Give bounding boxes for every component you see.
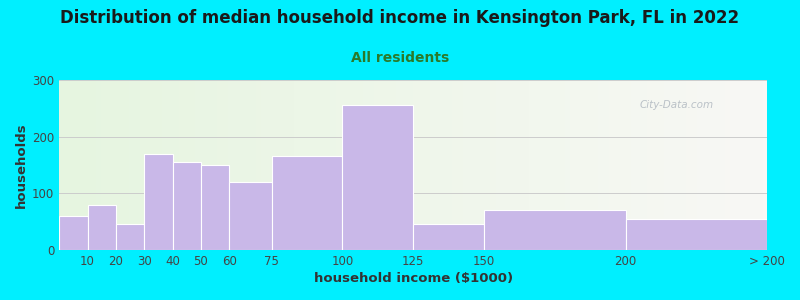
Bar — [201, 165, 229, 250]
Bar — [413, 224, 484, 250]
Bar — [484, 210, 626, 250]
Bar — [144, 154, 173, 250]
Text: All residents: All residents — [351, 51, 449, 65]
Bar — [342, 106, 413, 250]
Y-axis label: households: households — [15, 122, 28, 208]
Bar — [59, 216, 87, 250]
Text: City-Data.com: City-Data.com — [640, 100, 714, 110]
X-axis label: household income ($1000): household income ($1000) — [314, 272, 513, 285]
Bar — [272, 157, 342, 250]
Bar — [626, 219, 767, 250]
Bar — [87, 205, 116, 250]
Bar — [229, 182, 272, 250]
Text: Distribution of median household income in Kensington Park, FL in 2022: Distribution of median household income … — [61, 9, 739, 27]
Bar — [173, 162, 201, 250]
Bar — [116, 224, 144, 250]
